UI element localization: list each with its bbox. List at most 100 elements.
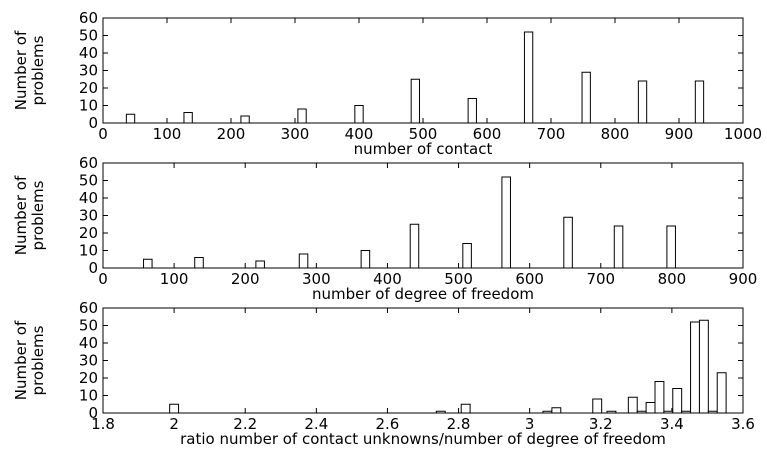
y-tick-label: 20 [79,79,98,97]
y-axis-label-line: Number of [12,175,30,255]
x-tick-label: 100 [160,270,189,288]
y-tick-label: 0 [88,259,98,277]
y-axis-label: Number ofproblems [12,320,47,400]
histogram-bar [523,31,534,124]
y-tick-label: 0 [88,404,98,422]
plot-frame [102,307,744,414]
histogram-bar [637,80,648,124]
x-tick-label: 800 [601,125,630,143]
x-tick-label: 600 [473,125,502,143]
histogram-bar [663,410,674,414]
x-tick-label: 900 [729,270,758,288]
x-tick-label: 100 [153,125,182,143]
histogram-bar [183,112,193,124]
histogram-bar [125,113,136,124]
histogram-bar [169,403,180,414]
histogram-bar [636,410,647,414]
x-tick-label: 300 [302,270,331,288]
y-tick-label: 10 [79,387,98,405]
x-tick-label: 400 [345,125,374,143]
histogram-bar [240,115,250,124]
x-tick-label: 3.6 [731,415,755,433]
histogram-bar [581,71,591,124]
histogram-bar [681,410,692,414]
y-axis-label-line: Number of [12,30,30,110]
histogram-bar [672,388,683,414]
x-tick-label: 500 [409,125,438,143]
histogram-bar [654,381,665,414]
x-tick-label: 2 [169,415,179,433]
histogram-bar [613,225,624,269]
y-tick-label: 30 [79,62,98,80]
x-tick-label: 1000 [724,125,762,143]
y-tick-label: 50 [79,172,98,190]
y-tick-label: 50 [79,27,98,45]
histogram-bar [606,410,617,414]
y-tick-label: 40 [79,334,98,352]
histogram-bar [563,216,573,269]
histogram-bar [707,410,718,414]
x-tick-label: 400 [373,270,402,288]
histogram-bar [360,250,371,269]
x-tick-label: 500 [444,270,473,288]
x-tick-label: 0 [98,270,108,288]
y-axis-label-line: Number of [12,320,30,400]
histogram-bar [462,243,472,269]
y-axis-label-line: problems [29,325,47,395]
histogram-bar [297,108,307,124]
histogram-bar [551,407,562,414]
histogram-bar [460,403,471,414]
histogram-bar [666,225,676,269]
y-tick-label: 20 [79,369,98,387]
y-axis-label-line: problems [29,35,47,105]
histogram-bar [716,372,727,414]
y-axis-label-line: problems [29,180,47,250]
histogram-bar [354,105,364,124]
x-tick-label: 2.8 [447,415,471,433]
histogram-bar [409,223,420,269]
x-tick-label: 3 [525,415,535,433]
x-tick-label: 2.2 [233,415,257,433]
histogram-bar [143,258,153,269]
histogram-bar [467,98,477,124]
x-tick-label: 1.8 [91,415,115,433]
y-tick-label: 30 [79,352,98,370]
x-tick-label: 2.6 [376,415,400,433]
x-tick-label: 900 [665,125,694,143]
y-tick-label: 40 [79,189,98,207]
plot-frame [102,162,744,269]
x-axis-label: number of contact [354,140,493,158]
histogram-bar [435,410,446,414]
y-tick-label: 20 [79,224,98,242]
histogram-bar [410,78,420,124]
histogram-bar [501,176,511,269]
histogram-bar [690,321,700,414]
histogram-bar [627,396,638,414]
x-tick-label: 700 [537,125,566,143]
x-axis-label: ratio number of contact unknowns/number … [180,430,666,448]
x-tick-label: 200 [231,270,260,288]
y-tick-label: 50 [79,317,98,335]
y-axis-label: Number ofproblems [12,175,47,255]
histogram-bar [592,398,603,414]
y-axis-label: Number ofproblems [12,30,47,110]
x-tick-label: 700 [586,270,615,288]
x-tick-label: 3.4 [660,415,684,433]
x-tick-label: 200 [217,125,246,143]
x-tick-label: 300 [281,125,310,143]
x-tick-label: 0 [98,125,108,143]
x-tick-label: 800 [658,270,687,288]
histogram-bar [298,253,309,269]
y-tick-label: 10 [79,97,98,115]
y-tick-label: 40 [79,44,98,62]
x-tick-label: 3.2 [589,415,613,433]
x-axis-label: number of degree of freedom [312,285,534,303]
x-tick-label: 2.4 [304,415,328,433]
y-tick-label: 60 [79,9,98,27]
y-tick-label: 0 [88,114,98,132]
y-tick-label: 60 [79,154,98,172]
